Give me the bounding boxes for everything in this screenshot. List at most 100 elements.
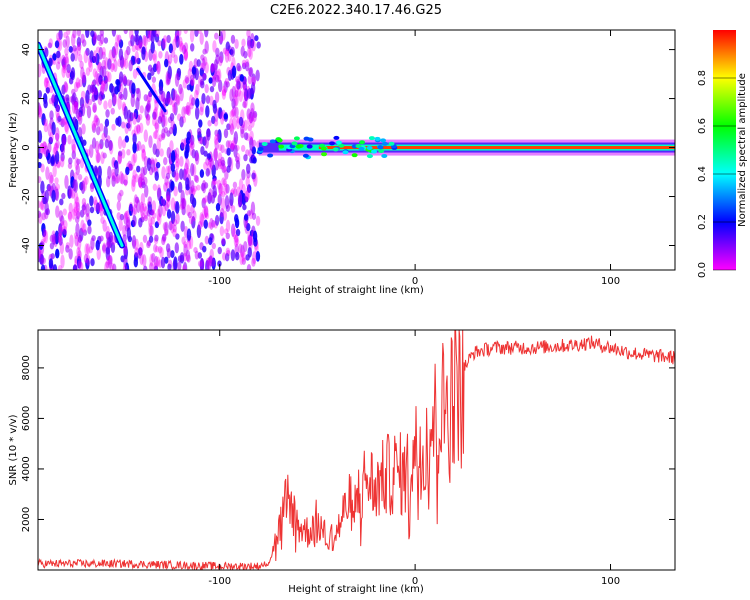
noise-cell (96, 72, 101, 87)
noise-cell (73, 201, 78, 213)
noise-cell (243, 119, 248, 131)
noise-cell (62, 39, 67, 48)
noise-cell (44, 77, 49, 90)
noise-cell (67, 211, 73, 222)
noise-cell (107, 254, 113, 269)
noise-cell (189, 74, 195, 86)
noise-cell (67, 211, 73, 220)
noise-cell (251, 39, 256, 52)
noise-cell (229, 110, 234, 119)
noise-cell (132, 141, 137, 154)
noise-cell (196, 184, 201, 191)
noise-cell (51, 121, 56, 136)
noise-cell (154, 221, 160, 229)
noise-cell (91, 123, 97, 134)
noise-cell (230, 34, 236, 44)
noise-cell (105, 261, 110, 269)
noise-cell (168, 97, 173, 106)
noise-cell (169, 112, 175, 122)
noise-cell (158, 86, 164, 95)
noise-cell (240, 128, 245, 139)
noise-cell (225, 219, 231, 233)
noise-cell (148, 235, 154, 243)
noise-cell (142, 34, 147, 46)
noise-cell (217, 143, 223, 151)
noise-cell (50, 155, 55, 165)
noise-cell (81, 71, 87, 84)
noise-cell (209, 248, 214, 260)
noise-cell (187, 211, 193, 219)
noise-cell (172, 89, 178, 101)
noise-cell (172, 38, 177, 51)
noise-cell (126, 122, 131, 129)
noise-cell (166, 188, 171, 202)
noise-cell (131, 44, 137, 53)
noise-cell (147, 72, 152, 81)
carrier-band-core (318, 146, 675, 150)
noise-cell (52, 264, 58, 270)
noise-cell (77, 174, 83, 181)
noise-cell (72, 45, 77, 52)
noise-cell (152, 111, 157, 120)
noise-cell (138, 122, 144, 134)
noise-cell (213, 148, 218, 162)
noise-cell (172, 224, 177, 233)
noise-cell (143, 35, 148, 47)
noise-cell (124, 135, 130, 143)
noise-cell (62, 56, 67, 69)
noise-cell (76, 44, 82, 57)
noise-cell (54, 177, 59, 185)
noise-cell (207, 221, 213, 229)
noise-cell (79, 209, 85, 218)
noise-cell (231, 85, 236, 99)
noise-cell (57, 232, 62, 244)
noise-cell (137, 247, 142, 259)
noise-cell (77, 260, 83, 269)
noise-cell (39, 200, 44, 210)
noise-cell (166, 34, 171, 44)
noise-cell (133, 125, 139, 136)
noise-cell (243, 132, 249, 141)
noise-cell (38, 63, 42, 78)
carrier-onset-blob (278, 144, 285, 149)
noise-cell (215, 74, 220, 83)
noise-cell (194, 89, 199, 100)
noise-cell (62, 208, 67, 216)
noise-cell (212, 103, 218, 114)
noise-cell (166, 195, 171, 208)
noise-cell (97, 95, 103, 106)
colorbar: 0.0 0.2 0.4 0.6 0.8 Normalized spectral ampl… (697, 30, 748, 278)
noise-cell (238, 178, 244, 191)
noise-cell (43, 99, 48, 109)
noise-cell (166, 73, 171, 85)
noise-cell (182, 264, 187, 270)
noise-cell (180, 220, 185, 232)
noise-cell (201, 92, 206, 105)
noise-cell (216, 179, 222, 190)
noise-cell (162, 35, 168, 43)
noise-cell (241, 257, 247, 265)
noise-cell (167, 263, 172, 270)
secondary-line (136, 67, 167, 113)
noise-cell (189, 94, 194, 107)
noise-cell (163, 157, 168, 166)
noise-cell (47, 122, 52, 137)
noise-cell (76, 246, 81, 258)
carrier-onset-blob (366, 145, 373, 150)
noise-cell (49, 242, 55, 250)
noise-cell (92, 50, 98, 64)
noise-cell (147, 64, 153, 72)
bottom-y-ticks: 2000 4000 6000 8000 (21, 355, 675, 532)
noise-cell (246, 210, 252, 217)
noise-cell (207, 119, 212, 127)
noise-cell (180, 138, 186, 150)
noise-cell (180, 142, 185, 151)
noise-cell (105, 241, 111, 248)
noise-cell (249, 130, 254, 141)
noise-cell (124, 262, 130, 270)
noise-cell (250, 82, 256, 95)
noise-cell (77, 111, 82, 122)
noise-cell (145, 114, 151, 126)
noise-cell (99, 30, 105, 37)
noise-cell (151, 200, 157, 213)
